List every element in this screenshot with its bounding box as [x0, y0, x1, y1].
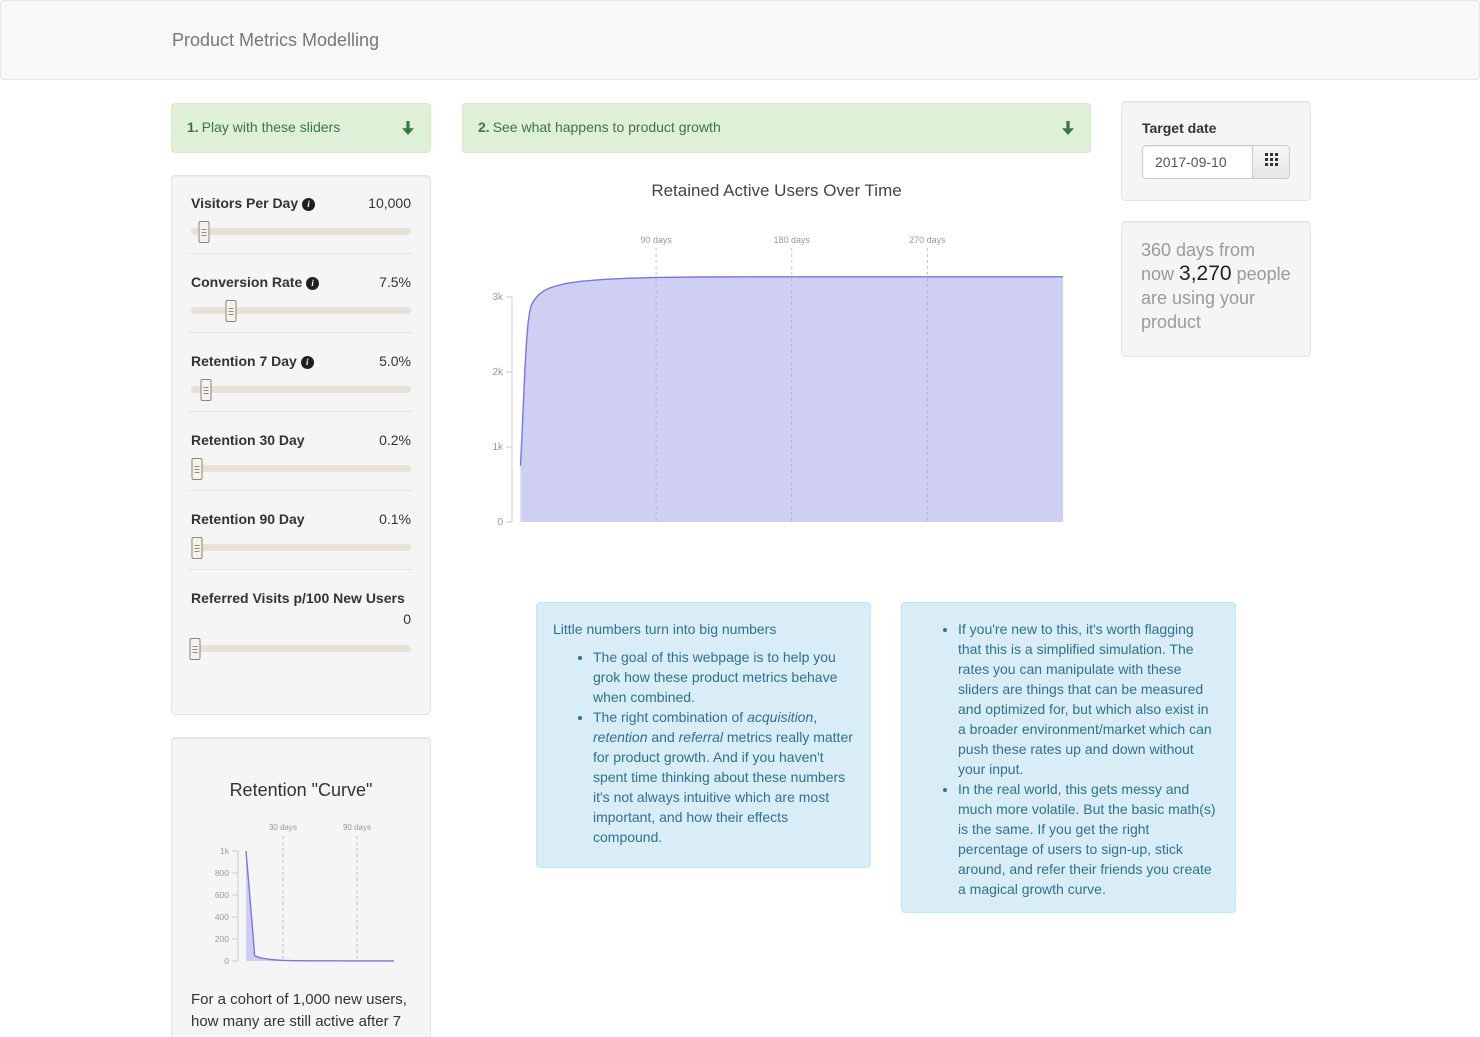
slider-head: Retention 7 Day i 5.0% — [191, 351, 411, 371]
info-box-simulation-notes: If you're new to this, it's worth flaggi… — [901, 602, 1236, 913]
target-date-label: Target date — [1142, 120, 1217, 136]
retention-curve-caption: For a cohort of 1,000 new users, how man… — [191, 991, 407, 1030]
slider-list: Visitors Per Day i 10,000 Conversion Rate … — [189, 193, 413, 660]
info-icon[interactable]: i — [306, 277, 320, 290]
slider-label: Retention 30 Day — [191, 432, 305, 448]
target-date-panel: Target date — [1121, 101, 1311, 201]
slider-handle[interactable] — [191, 457, 202, 480]
slider-value: 7.5% — [379, 274, 411, 290]
svg-text:1k: 1k — [220, 846, 230, 856]
slider-value: 0.2% — [379, 432, 411, 448]
slider-track[interactable] — [191, 220, 411, 243]
page-title: Product Metrics Modelling — [172, 29, 380, 50]
retained-users-chart: 90 days 180 days 270 days 3k 2k 1k 0 — [492, 235, 1063, 528]
target-date-input[interactable] — [1142, 145, 1252, 179]
info-icon[interactable]: i — [300, 356, 314, 369]
step-header-sliders: 1. Play with these sliders — [171, 103, 431, 153]
divider — [189, 332, 413, 333]
svg-text:270 days: 270 days — [909, 235, 946, 245]
svg-text:30 days: 30 days — [269, 823, 297, 832]
slider-handle[interactable] — [189, 637, 201, 660]
svg-text:200: 200 — [215, 934, 229, 944]
slider-track[interactable] — [191, 457, 411, 480]
slider-head: Conversion Rate i 7.5% — [191, 272, 411, 292]
step-header-growth: 2. See what happens to product growth — [462, 103, 1091, 153]
step-number: 2. — [478, 119, 490, 135]
slider-label: Retention 7 Day i — [191, 351, 314, 371]
svg-text:1k: 1k — [492, 442, 504, 453]
sliders-panel: Visitors Per Day i 10,000 Conversion Rate … — [171, 175, 431, 715]
step-number: 1. — [187, 119, 199, 135]
info-bullet-list: If you're new to this, it's worth flaggi… — [918, 619, 1219, 899]
retention-curve-chart: 30 days 90 days 1k 800 600 400 200 0 — [215, 823, 394, 966]
retention-curve-panel: Retention "Curve" 30 days 90 days 1k 800 600… — [171, 737, 431, 1037]
divider — [189, 253, 413, 254]
slider-value: 10,000 — [368, 195, 411, 211]
slider-group: Referred Visits p/100 New Users 0 — [189, 588, 411, 660]
info-bullet: In the real world, this gets messy and m… — [958, 779, 1219, 899]
info-icon[interactable]: i — [302, 198, 316, 211]
result-panel: 360 days from now 3,270 people are using… — [1121, 221, 1311, 357]
slider-value: 0.1% — [379, 511, 411, 527]
text-run: 360 days from now — [1141, 240, 1256, 284]
slider-group: Retention 7 Day i 5.0% — [191, 351, 411, 401]
divider — [189, 569, 413, 570]
info-box-little-numbers: Little numbers turn into big numbers The… — [536, 602, 871, 868]
target-date-input-group — [1142, 145, 1290, 179]
svg-text:90 days: 90 days — [343, 823, 371, 832]
divider — [189, 490, 413, 491]
slider-label: Visitors Per Day i — [191, 193, 316, 213]
slider-handle[interactable] — [191, 536, 202, 559]
slider-handle[interactable] — [225, 299, 237, 322]
slider-label: Retention 90 Day — [191, 511, 305, 527]
slider-head: Referred Visits p/100 New Users 0 — [191, 588, 411, 630]
svg-text:400: 400 — [215, 912, 229, 922]
slider-track[interactable] — [191, 299, 411, 322]
arrow-down-icon — [1061, 120, 1075, 139]
svg-text:600: 600 — [215, 890, 229, 900]
slider-group: Conversion Rate i 7.5% — [191, 272, 411, 322]
slider-handle[interactable] — [198, 220, 210, 243]
svg-text:0: 0 — [497, 517, 503, 528]
text-run: people are using your product — [1141, 264, 1291, 332]
svg-text:800: 800 — [215, 868, 229, 878]
calendar-button[interactable] — [1252, 145, 1290, 179]
slider-head: Retention 30 Day 0.2% — [191, 430, 411, 450]
slider-head: Visitors Per Day i 10,000 — [191, 193, 411, 213]
result-text: 360 days from now 3,270 people are using… — [1141, 240, 1291, 332]
app-header: Product Metrics Modelling — [0, 0, 1480, 80]
info-bullet: The right combination of acquisition, re… — [593, 707, 854, 847]
slider-group: Retention 30 Day 0.2% — [191, 430, 411, 480]
slider-handle[interactable] — [200, 378, 212, 401]
slider-label: Referred Visits p/100 New Users — [191, 590, 405, 606]
svg-text:3k: 3k — [492, 292, 504, 303]
slider-value: 5.0% — [379, 353, 411, 369]
svg-text:90 days: 90 days — [640, 235, 672, 245]
divider — [189, 411, 413, 412]
slider-track[interactable] — [191, 378, 411, 401]
slider-label: Conversion Rate i — [191, 272, 320, 292]
text-run: 3,270 — [1179, 262, 1232, 285]
info-bullet: If you're new to this, it's worth flaggi… — [958, 619, 1219, 779]
info-bullet: The goal of this webpage is to help you … — [593, 647, 854, 707]
slider-group: Visitors Per Day i 10,000 — [191, 193, 411, 243]
svg-text:2k: 2k — [492, 367, 504, 378]
info-box-heading: Little numbers turn into big numbers — [553, 621, 777, 637]
svg-text:0: 0 — [224, 956, 229, 966]
slider-head: Retention 90 Day 0.1% — [191, 509, 411, 529]
arrow-down-icon — [401, 120, 415, 139]
main-chart-title: Retained Active Users Over Time — [651, 181, 902, 200]
slider-track[interactable] — [189, 637, 411, 660]
slider-group: Retention 90 Day 0.1% — [191, 509, 411, 559]
grid-calendar-icon — [1264, 153, 1278, 171]
svg-text:180 days: 180 days — [773, 235, 810, 245]
info-bullet-list: The goal of this webpage is to help you … — [553, 647, 854, 847]
retention-curve-title: Retention "Curve" — [229, 780, 373, 800]
slider-value: 0 — [403, 611, 411, 627]
step-label: See what happens to product growth — [492, 119, 721, 135]
step-label: Play with these sliders — [201, 119, 341, 135]
slider-track[interactable] — [191, 536, 411, 559]
